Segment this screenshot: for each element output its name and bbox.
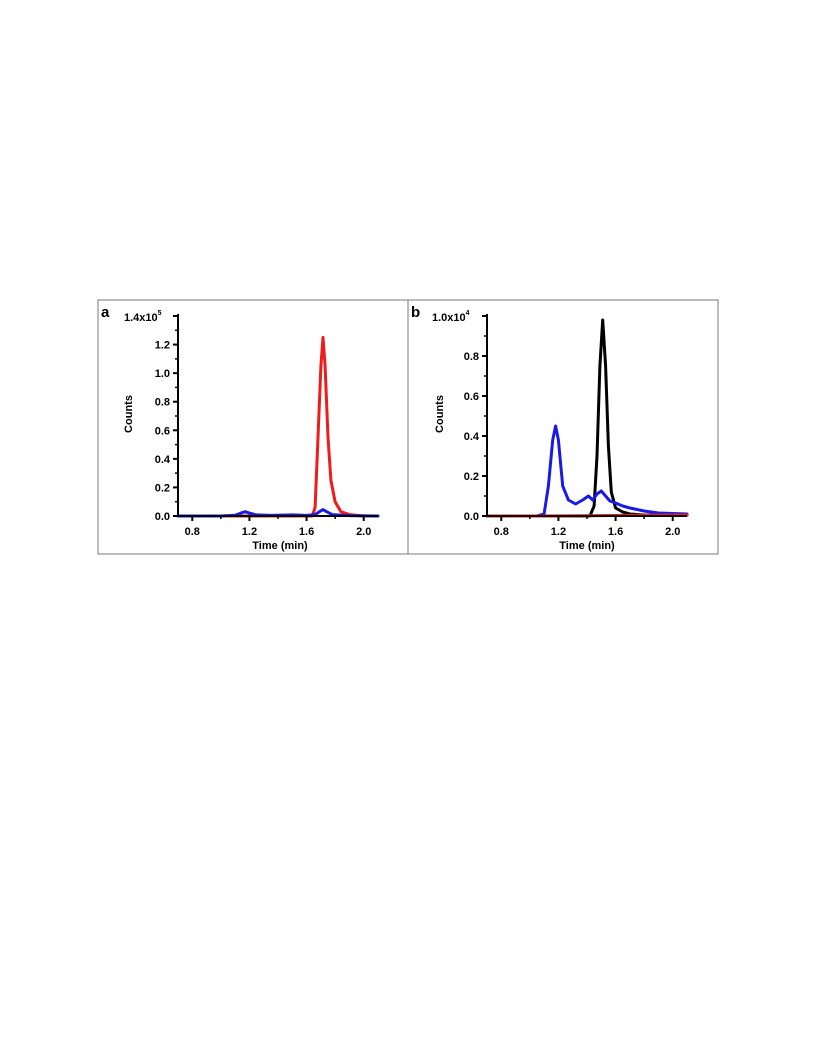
plot-area-b: 0.0 0.2 0.4 0.6 0.8 0.8 1.2 1.6 2.0: [464, 314, 689, 538]
y-multiplier-exp-b: 4: [466, 310, 470, 317]
y-axis-title-a: Counts: [123, 395, 135, 433]
x-tick-label-b-0: 0.8: [494, 526, 509, 538]
y-tick-label-a-5: 1.0: [155, 368, 170, 380]
x-tick-label-a-0: 0.8: [185, 526, 200, 538]
y-axis-title-b: Counts: [434, 395, 446, 433]
y-multiplier-base-b: 1.0x10: [432, 312, 466, 324]
y-tick-label-b-1: 0.2: [464, 471, 479, 483]
y-tick-label-b-0: 0.0: [464, 511, 479, 523]
x-tick-label-b-2: 1.6: [608, 526, 623, 538]
y-tick-label-a-3: 0.6: [155, 425, 170, 437]
y-tick-label-a-1: 0.2: [155, 482, 170, 494]
x-tick-label-b-1: 1.2: [551, 526, 566, 538]
y-tick-label-a-4: 0.8: [155, 397, 170, 409]
y-axis-multiplier-b: 1.0x104: [432, 310, 470, 324]
x-axis-title-a: Time (min): [252, 540, 308, 552]
series-line-a-0: [176, 335, 380, 518]
y-tick-label-a-0: 0.0: [155, 511, 170, 523]
y-tick-label-b-4: 0.8: [464, 351, 479, 363]
panel-b: b 1.0x104 Counts Time (min) 0.0 0.2 0.4 0.6…: [411, 304, 689, 552]
series-line-b-1: [485, 424, 689, 518]
series-line-a-1: [176, 508, 380, 518]
panel-label-a: a: [101, 304, 110, 321]
x-axis-title-b: Time (min): [559, 540, 615, 552]
y-tick-label-b-3: 0.6: [464, 391, 479, 403]
y-tick-label-a-2: 0.4: [155, 454, 171, 466]
panel-a: a 1.4x105 Counts Time (min) 0.0 0.2 0.4 0.6…: [101, 304, 380, 552]
x-tick-label-a-2: 1.6: [299, 526, 314, 538]
y-tick-label-a-6: 1.2: [155, 340, 170, 352]
y-multiplier-exp-a: 5: [158, 310, 162, 317]
x-tick-label-a-1: 1.2: [242, 526, 257, 538]
y-tick-label-b-2: 0.4: [464, 431, 480, 443]
y-multiplier-base-a: 1.4x10: [124, 312, 158, 324]
y-axis-multiplier-a: 1.4x105: [124, 310, 162, 324]
x-tick-label-a-3: 2.0: [356, 526, 371, 538]
x-tick-label-b-3: 2.0: [665, 526, 680, 538]
panel-label-b: b: [411, 304, 420, 321]
plot-area-a: 0.0 0.2 0.4 0.6 0.8 1.0 1.2 0.8 1.2 1.6 2.0: [155, 314, 380, 538]
series-line-b-0: [485, 318, 689, 518]
